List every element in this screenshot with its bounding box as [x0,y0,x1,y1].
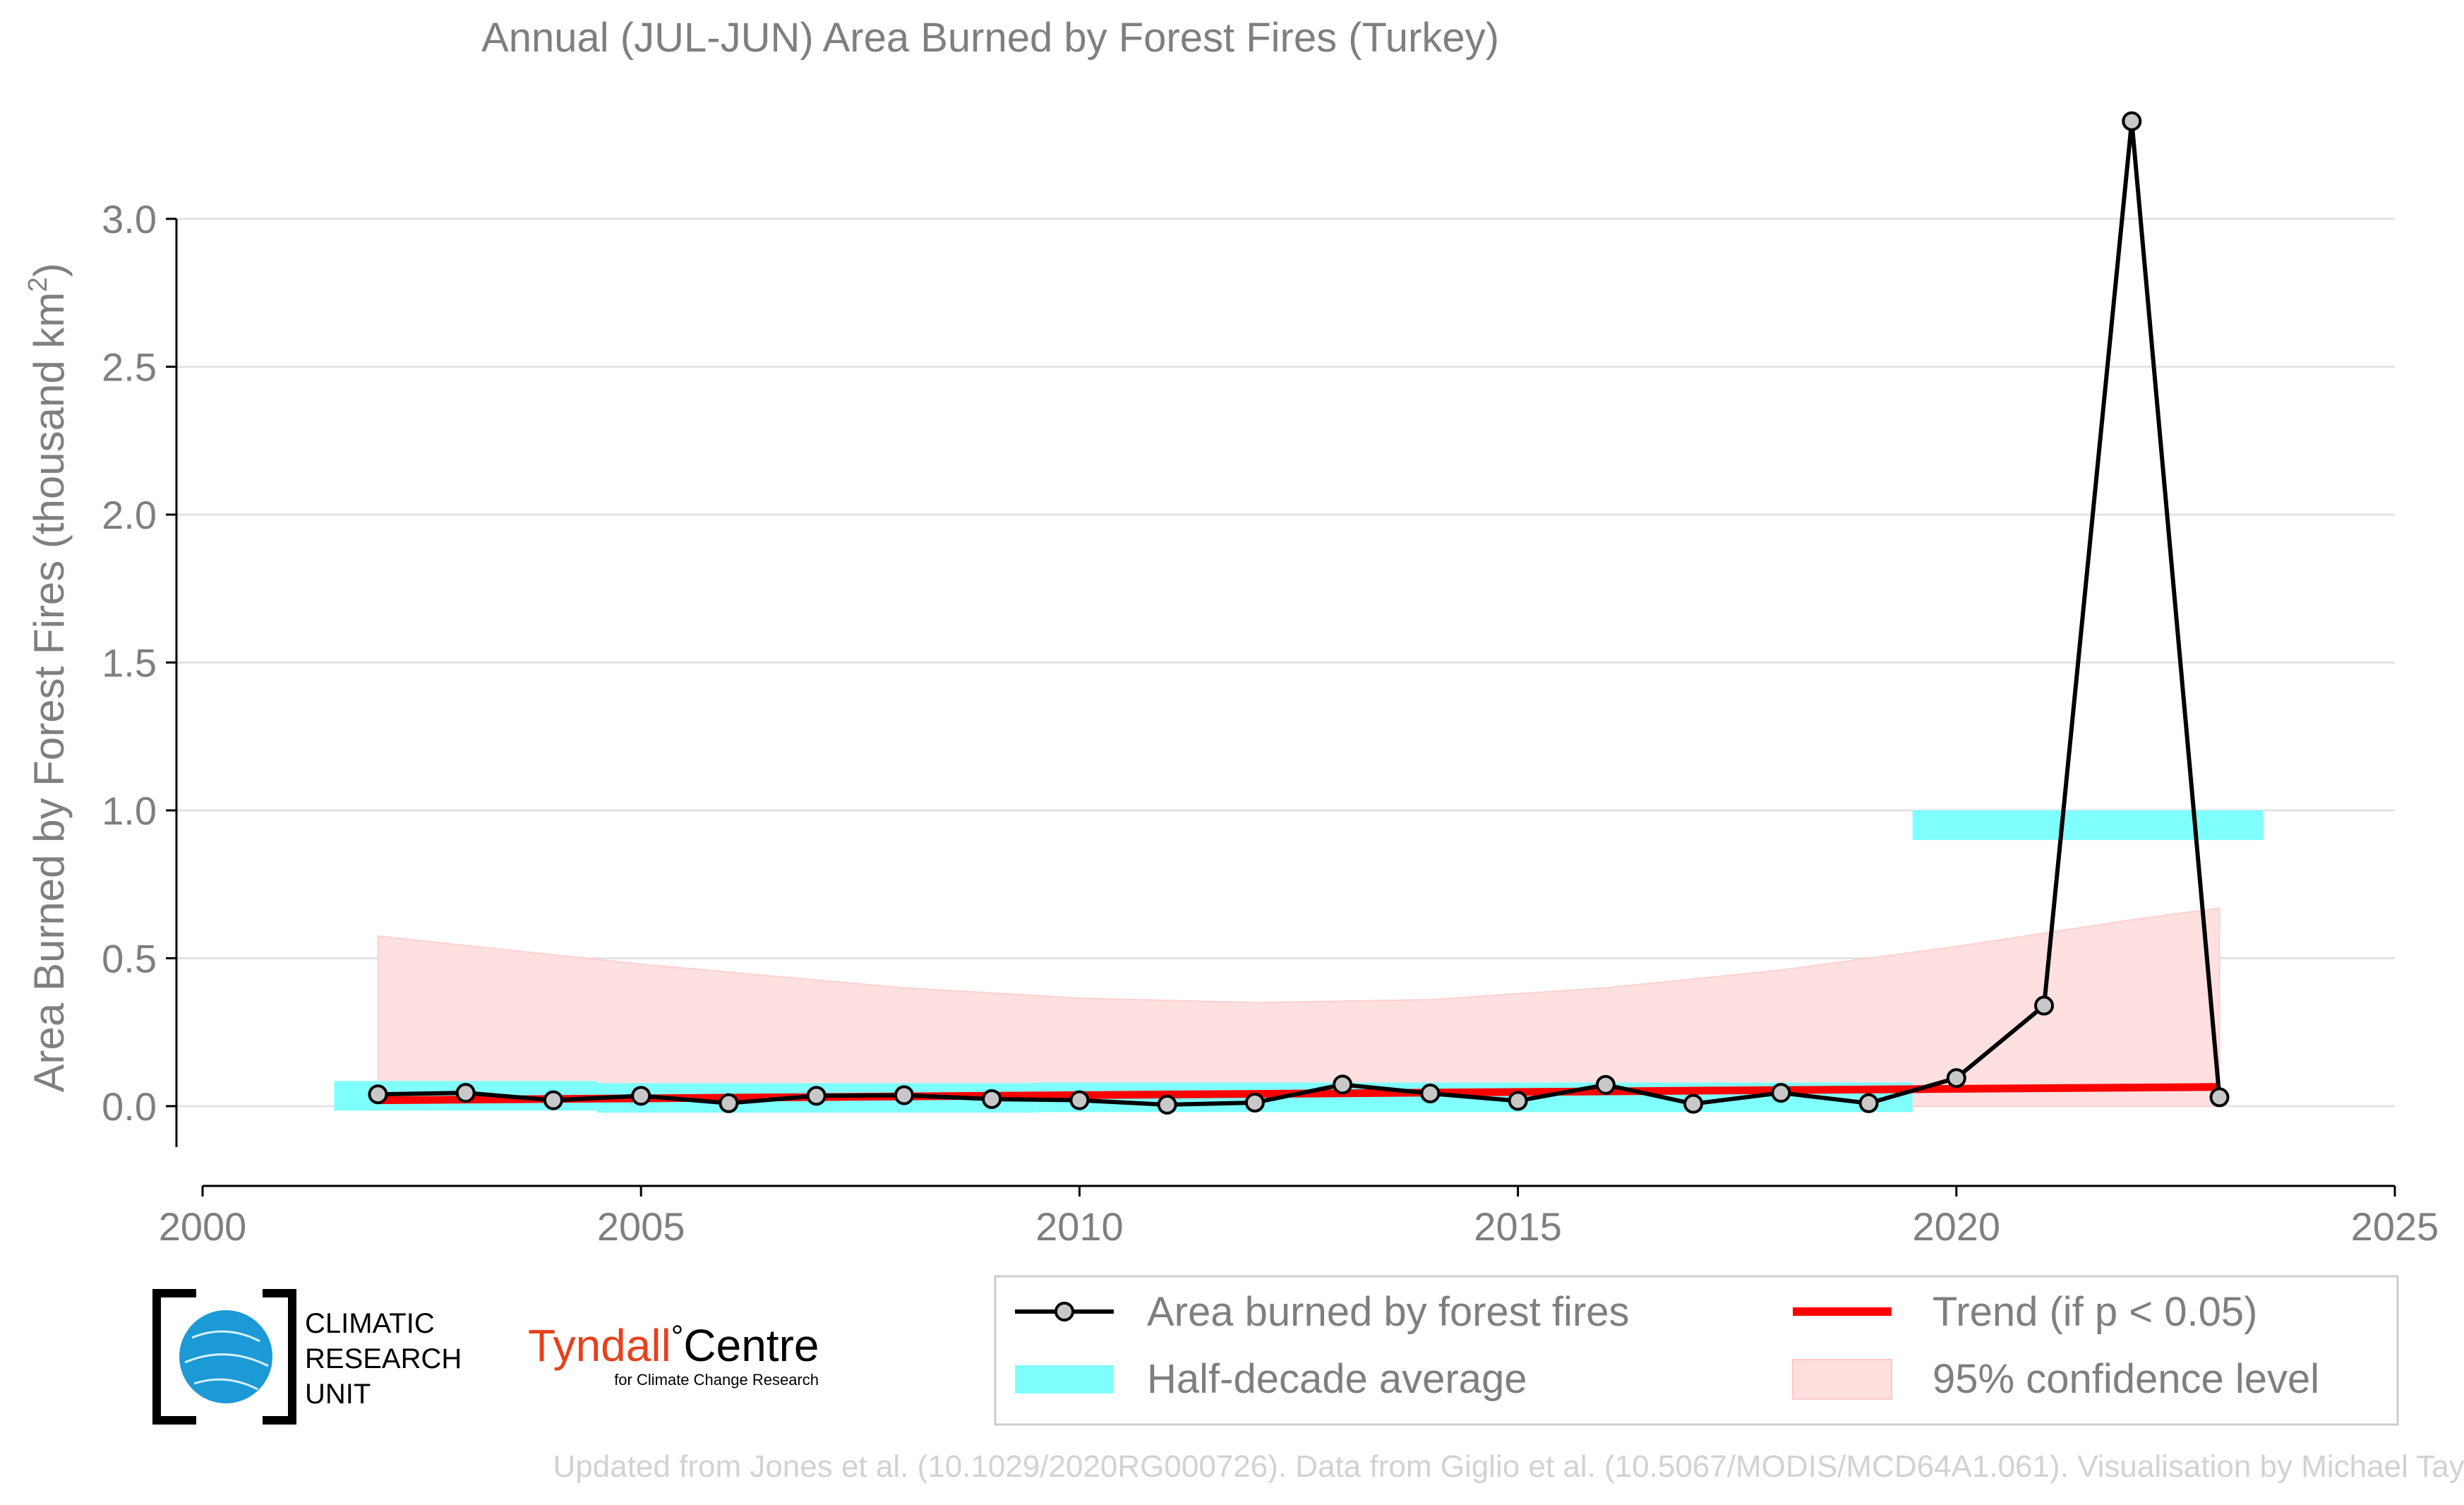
data-point-2009 [982,1089,1002,1109]
data-point-2007 [806,1086,827,1106]
tyndall-logo: Tyndall°Centre for Climate Change Resear… [528,1319,819,1389]
data-point-2010 [1069,1090,1090,1110]
confidence-band [377,907,2220,1107]
y-tick-label-0: 0.0 [102,1084,157,1129]
y-tick-label-3: 1.5 [102,641,157,685]
data-point-2014 [1420,1083,1441,1103]
data-point-2003 [455,1083,476,1103]
data-point-2018 [1771,1083,1791,1103]
chart-title: Annual (JUL-JUN) Area Burned by Forest F… [481,15,1499,61]
half-decade-bar-4 [1912,810,2264,840]
tyndall-logo-subtitle: for Climate Change Research [614,1371,819,1389]
y-tick-label-2: 1.0 [102,789,157,833]
cru-logo-text-2: RESEARCH [305,1343,462,1374]
data-point-2015 [1508,1091,1528,1111]
x-tick-label-1: 2005 [597,1204,685,1249]
cru-logo-bracket-right [263,1289,296,1425]
tyndall-logo-text: Tyndall°Centre [528,1319,819,1371]
cru-logo-bracket-left [152,1289,196,1425]
legend-swatch-half-decade [1015,1365,1114,1393]
credit-line: Updated from Jones et al. (10.1029/2020R… [553,1449,2464,1484]
legend-swatch-series-marker [1054,1302,1074,1321]
data-point-2019 [1858,1093,1879,1113]
data-point-2002 [368,1084,388,1105]
tyndall-logo-red: Tyndall [528,1320,671,1371]
legend-swatch-confidence [1792,1359,1892,1400]
axes: 0.0 0.5 1.0 1.5 2.0 2.5 3.0 2000 2005 2010 2015 202… [102,197,2439,1249]
cru-globe-contour [184,1330,269,1391]
data-point-2008 [894,1085,914,1105]
legend-label-confidence: 95% confidence level [1933,1356,2319,1402]
legend-box [994,1275,2399,1426]
x-tick-label-4: 2020 [1913,1204,2001,1249]
x-tick-label-3: 2015 [1474,1204,1562,1249]
legend: Area burned by forest fires Half-decade … [994,1275,2399,1426]
area-burned-series [368,111,2230,1115]
data-point-2022 [2122,111,2142,131]
x-tick-label-5: 2025 [2351,1204,2439,1249]
data-point-2011 [1157,1094,1177,1115]
y-axis-label-sup: 2 [23,277,53,292]
series-line [378,119,2222,1107]
data-point-2005 [631,1086,651,1106]
cru-logo: CLIMATIC RESEARCH UNIT [152,1289,462,1425]
legend-label-series: Area burned by forest fires [1147,1289,1629,1335]
tyndall-logo-black: Centre [683,1320,819,1371]
y-tick-label-6: 3.0 [102,197,157,241]
tyndall-logo-degree: ° [671,1319,684,1354]
legend-label-trend: Trend (if p < 0.05) [1933,1289,2257,1335]
data-point-2023 [2209,1087,2230,1108]
cru-logo-text-1: CLIMATIC [305,1308,435,1339]
data-point-2020 [1946,1068,1966,1089]
cru-logo-text-3: UNIT [305,1379,371,1410]
y-tick-label-1: 0.5 [102,937,157,981]
cru-globe-icon [179,1310,272,1403]
data-point-2016 [1595,1074,1616,1095]
confidence-area [377,907,2220,1107]
data-point-2006 [719,1093,739,1113]
y-axis-label-main: Area Burned by Forest Fires (thousand km [25,292,73,1093]
x-tick-label-2: 2010 [1035,1204,1124,1249]
data-point-2013 [1333,1074,1353,1095]
y-axis-label-close: ) [25,263,73,277]
data-point-2017 [1683,1093,1704,1114]
data-point-2021 [2034,995,2055,1016]
x-tick-label-0: 2000 [159,1204,247,1249]
legend-label-half-decade: Half-decade average [1147,1356,1527,1402]
data-point-2004 [543,1090,563,1110]
data-point-2012 [1244,1092,1265,1113]
y-axis-label: Area Burned by Forest Fires (thousand km… [23,263,73,1093]
y-tick-label-4: 2.0 [102,493,157,537]
y-tick-label-5: 2.5 [102,345,157,390]
